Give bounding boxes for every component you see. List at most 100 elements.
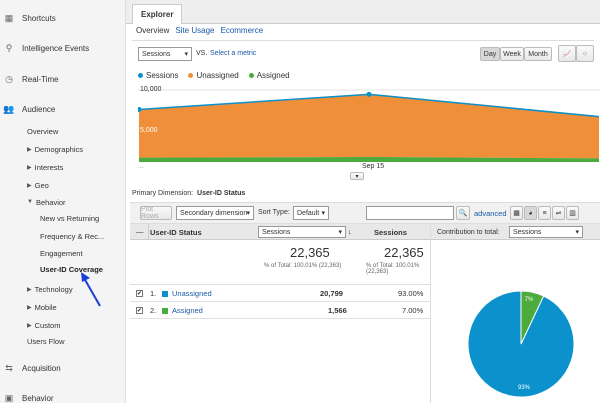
vs-label: VS. bbox=[196, 50, 208, 57]
contribution-panel: Contribution to total: Sessions 93% 7% bbox=[430, 224, 600, 403]
contribution-select[interactable]: Sessions bbox=[509, 226, 583, 238]
table-view-icon[interactable]: ▦ bbox=[510, 206, 523, 220]
week-button[interactable]: Week bbox=[500, 47, 524, 61]
row-label[interactable]: Assigned bbox=[162, 306, 203, 315]
subtab-overview[interactable]: Overview bbox=[136, 26, 170, 35]
sidebar-item-frequency[interactable]: Frequency & Rec... bbox=[40, 231, 105, 241]
y-tick-label: 5,000 bbox=[140, 127, 158, 134]
plot-rows-button[interactable]: Plot Rows bbox=[140, 206, 172, 220]
sidebar-item-mobile[interactable]: ▶ Mobile bbox=[27, 302, 57, 312]
row-number: 2. bbox=[150, 306, 157, 315]
behavior-icon: ▣ bbox=[4, 392, 14, 403]
sessions-point[interactable] bbox=[366, 91, 372, 97]
comparison-view-icon[interactable]: ⇌ bbox=[552, 206, 565, 220]
totals-row: 22,365 % of Total: 100.01% (22,363) 22,3… bbox=[130, 240, 430, 285]
pin-icon: ⚲ bbox=[5, 42, 13, 53]
sessions-point[interactable] bbox=[138, 106, 142, 112]
color-swatch bbox=[162, 290, 168, 297]
month-button[interactable]: Month bbox=[524, 47, 552, 61]
legend-sessions: Sessions bbox=[138, 71, 178, 80]
performance-view-icon[interactable]: ≡ bbox=[538, 206, 551, 220]
sidebar-item-custom[interactable]: ▶ Custom bbox=[27, 320, 61, 330]
pie-label-assigned: 7% bbox=[525, 297, 534, 303]
table-header: — User-ID Status Sessions ↓ Sessions bbox=[130, 224, 430, 240]
chart-collapse-icon[interactable]: ▾ bbox=[350, 172, 364, 180]
main-panel: Explorer Overview Site Usage Ecommerce S… bbox=[126, 0, 600, 403]
x-tick-label-left: ... bbox=[138, 163, 144, 170]
sidebar-item-behavior[interactable]: ▼ Behavior bbox=[27, 197, 66, 207]
search-icon[interactable]: 🔍 bbox=[456, 206, 470, 220]
col-userid-status[interactable]: User-ID Status bbox=[150, 228, 202, 237]
sidebar-item-userid-coverage[interactable]: User-ID Coverage bbox=[40, 264, 103, 274]
legend-assigned: Assigned bbox=[248, 71, 290, 80]
pie-slice-assigned[interactable] bbox=[520, 290, 545, 345]
subtab-site-usage[interactable]: Site Usage bbox=[175, 26, 215, 35]
color-swatch bbox=[162, 307, 168, 314]
row-sessions: 1,566 bbox=[328, 306, 347, 315]
sort-desc-icon[interactable]: ↓ bbox=[348, 227, 352, 236]
caret-right-icon: ▶ bbox=[27, 164, 32, 171]
row-sessions: 20,799 bbox=[320, 289, 343, 298]
subtab-ecommerce[interactable]: Ecommerce bbox=[220, 26, 264, 35]
col-sessions[interactable]: Sessions bbox=[374, 228, 407, 237]
sessions-area-chart: 10,000 5,000 bbox=[138, 86, 600, 162]
total-sessions-2-sub: % of Total: 100.01% (22,363) bbox=[366, 263, 420, 275]
sidebar-item-realtime[interactable]: ◷ Real-Time bbox=[5, 73, 59, 84]
caret-right-icon: ▶ bbox=[27, 322, 32, 329]
line-chart-icon[interactable]: 📈 bbox=[558, 45, 576, 62]
explorer-tabstrip: Explorer bbox=[126, 0, 600, 24]
table-toolbar: Plot Rows Secondary dimension Sort Type:… bbox=[130, 202, 600, 224]
sidebar-item-intelligence[interactable]: ⚲ Intelligence Events bbox=[5, 42, 90, 53]
row-checkbox[interactable]: ✔ bbox=[136, 290, 143, 297]
contribution-label: Contribution to total: bbox=[437, 229, 500, 236]
day-button[interactable]: Day bbox=[480, 47, 500, 61]
table-row[interactable]: ✔ 1. Unassigned 20,799 93.00% bbox=[130, 285, 430, 302]
row-label[interactable]: Unassigned bbox=[162, 289, 212, 298]
series-area-unassigned bbox=[139, 93, 599, 159]
clock-icon: ◷ bbox=[5, 73, 13, 84]
sessions-column-select[interactable]: Sessions bbox=[258, 226, 346, 238]
row-pct: 7.00% bbox=[402, 306, 424, 315]
motion-chart-icon[interactable]: ⁘ bbox=[576, 45, 594, 62]
table-search-input[interactable] bbox=[366, 206, 454, 220]
caret-right-icon: ▶ bbox=[27, 182, 32, 189]
pie-view-icon[interactable]: ◕ bbox=[524, 206, 537, 220]
sidebar-item-new-vs-returning[interactable]: New vs Returning bbox=[40, 213, 100, 223]
total-sessions-2: 22,365 bbox=[384, 245, 424, 260]
caret-right-icon: ▶ bbox=[27, 286, 32, 293]
chart-legend: Sessions Unassigned Assigned bbox=[138, 71, 290, 80]
row-number: 1. bbox=[150, 289, 157, 298]
sidebar-item-engagement[interactable]: Engagement bbox=[40, 248, 83, 258]
table-row[interactable]: ✔ 2. Assigned 1,566 7.00% bbox=[130, 302, 430, 319]
sidebar-item-users-flow[interactable]: Users Flow bbox=[27, 336, 65, 346]
people-icon: 👥 bbox=[3, 103, 15, 114]
divider bbox=[132, 40, 594, 41]
metric-select[interactable]: Sessions bbox=[138, 47, 192, 61]
caret-down-icon: ▼ bbox=[27, 199, 33, 205]
secondary-dimension-select[interactable]: Secondary dimension bbox=[176, 206, 254, 220]
sidebar-item-audience[interactable]: 👥 Audience bbox=[3, 103, 56, 114]
sidebar: ▦ Shortcuts ⚲ Intelligence Events ◷ Real… bbox=[0, 0, 126, 403]
sidebar-item-behavior-main[interactable]: ▣ Behavior bbox=[4, 392, 54, 403]
sidebar-item-shortcuts[interactable]: ▦ Shortcuts bbox=[4, 12, 56, 23]
sidebar-item-acquisition[interactable]: ⇆ Acquisition bbox=[5, 362, 61, 373]
dot-icon bbox=[188, 73, 194, 79]
sidebar-item-demographics[interactable]: ▶ Demographics bbox=[27, 144, 83, 154]
sidebar-item-overview[interactable]: Overview bbox=[27, 126, 59, 136]
sidebar-item-geo[interactable]: ▶ Geo bbox=[27, 180, 49, 190]
sidebar-item-technology[interactable]: ▶ Technology bbox=[27, 284, 73, 294]
sidebar-item-interests[interactable]: ▶ Interests bbox=[27, 162, 64, 172]
pivot-view-icon[interactable]: ▥ bbox=[566, 206, 579, 220]
tab-explorer[interactable]: Explorer bbox=[132, 4, 183, 24]
arrows-icon: ⇆ bbox=[5, 362, 13, 373]
row-checkbox[interactable]: ✔ bbox=[136, 307, 143, 314]
caret-right-icon: ▶ bbox=[27, 146, 32, 153]
advanced-link[interactable]: advanced bbox=[474, 209, 507, 218]
select-metric-link[interactable]: Select a metric bbox=[210, 50, 257, 57]
row-pct: 93.00% bbox=[398, 289, 424, 298]
caret-right-icon: ▶ bbox=[27, 304, 32, 311]
sort-type-select[interactable]: Default bbox=[293, 206, 329, 220]
grid-icon: ▦ bbox=[4, 12, 14, 23]
x-tick-label: Sep 15 bbox=[362, 163, 385, 170]
collapse-icon[interactable]: — bbox=[136, 227, 144, 236]
